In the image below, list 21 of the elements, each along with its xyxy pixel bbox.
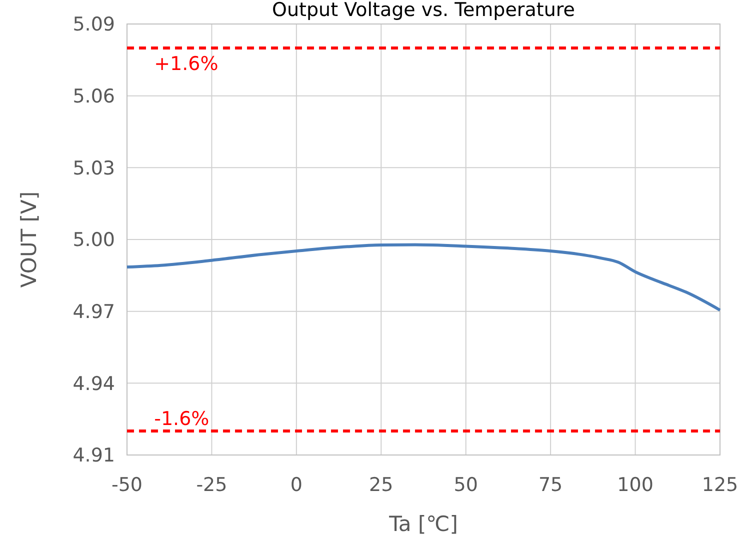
annotation: -1.6% — [154, 408, 210, 430]
y-tick-label: 4.91 — [72, 444, 115, 467]
x-tick-label: 100 — [617, 474, 654, 496]
x-tick-label: -25 — [196, 474, 228, 496]
annotation: +1.6% — [154, 52, 218, 75]
x-tick-label: 0 — [290, 474, 302, 496]
x-tick-label: -50 — [111, 474, 143, 496]
y-tick-label: 5.00 — [72, 229, 115, 252]
y-tick-label: 5.03 — [72, 157, 115, 180]
line-series — [126, 243, 722, 312]
x-axis-title: Ta [℃] — [388, 512, 458, 536]
x-tick-label: 25 — [369, 474, 394, 496]
y-tick-label: 5.09 — [72, 14, 115, 36]
x-tick-label: 50 — [454, 474, 478, 496]
x-tick-label: 125 — [702, 474, 738, 496]
y-tick-label: 4.97 — [72, 300, 115, 323]
y-tick-label: 5.06 — [72, 85, 115, 108]
y-tick-label: 4.94 — [72, 372, 115, 395]
x-tick-label: 75 — [538, 474, 563, 496]
y-axis-title: VOUT [V] — [17, 191, 41, 288]
chart-title: Output Voltage vs. Temperature — [272, 0, 575, 21]
